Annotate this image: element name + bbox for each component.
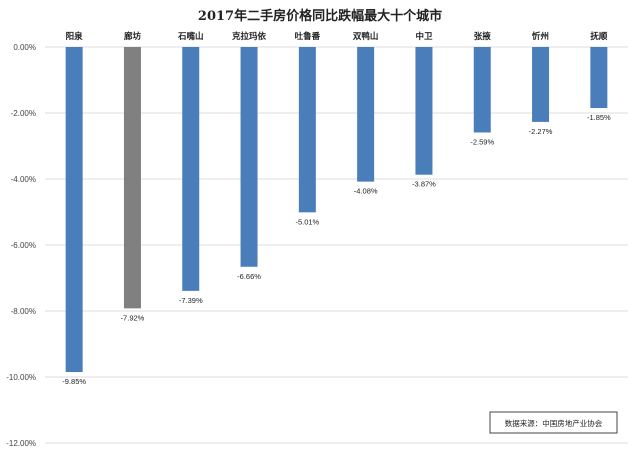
bar xyxy=(123,47,141,309)
data-label: -2.27% xyxy=(529,127,553,136)
y-tick-label: -8.00% xyxy=(11,307,36,316)
bar xyxy=(182,47,200,291)
source-note: 数据来源：中国房地产业协会 xyxy=(489,411,618,434)
data-label: -4.08% xyxy=(354,187,378,196)
data-label: -6.66% xyxy=(237,272,261,281)
category-label: 石嘴山 xyxy=(177,31,204,42)
data-label: -2.59% xyxy=(470,137,494,146)
category-label: 忻州 xyxy=(532,31,549,42)
bar xyxy=(473,47,491,133)
data-label: -3.87% xyxy=(412,180,436,189)
bar xyxy=(590,47,608,109)
category-label: 张掖 xyxy=(474,31,492,42)
bar xyxy=(357,47,375,182)
category-label: 中卫 xyxy=(415,31,433,42)
category-label: 吐鲁番 xyxy=(295,31,321,42)
bar xyxy=(298,47,316,213)
y-tick-label: -2.00% xyxy=(11,109,36,118)
bar xyxy=(532,47,550,122)
y-tick-label: -12.00% xyxy=(6,439,36,448)
source-note-box xyxy=(489,411,618,434)
category-label: 双鸭山 xyxy=(353,31,379,42)
bar xyxy=(240,47,258,267)
bar xyxy=(65,47,83,373)
chart-title: 2017年二手房价格同比跌幅最大十个城市 xyxy=(198,8,442,24)
y-tick-label: -4.00% xyxy=(11,175,36,184)
category-labels: 阳泉 廊坊 石嘴山 克拉玛依 吐鲁番 双鸭山 中卫 张掖 忻州 抚顺 xyxy=(66,31,608,42)
y-tick-label: 0.00% xyxy=(13,43,36,52)
bar xyxy=(415,47,433,175)
data-label: -9.85% xyxy=(62,377,86,386)
category-label: 克拉玛依 xyxy=(232,31,267,42)
category-label: 阳泉 xyxy=(66,31,84,42)
category-label: 抚顺 xyxy=(590,31,608,42)
y-tick-label: -6.00% xyxy=(11,241,36,250)
data-label: -5.01% xyxy=(295,217,319,226)
gridlines xyxy=(45,46,628,444)
data-labels: -9.85% -7.92% -7.39% -6.66% -5.01% -4.08% -3.8… xyxy=(62,113,611,386)
data-label: -1.85% xyxy=(587,113,611,122)
data-label: -7.92% xyxy=(121,313,145,322)
y-tick-label: -10.00% xyxy=(6,373,36,382)
bars xyxy=(65,47,608,373)
source-note-text: 数据来源：中国房地产业协会 xyxy=(505,418,603,428)
category-label: 廊坊 xyxy=(124,31,142,42)
y-axis-tick-labels: 0.00% -2.00% -4.00% -6.00% -8.00% -10.00% -12.… xyxy=(6,43,36,448)
data-label: -7.39% xyxy=(179,296,203,305)
